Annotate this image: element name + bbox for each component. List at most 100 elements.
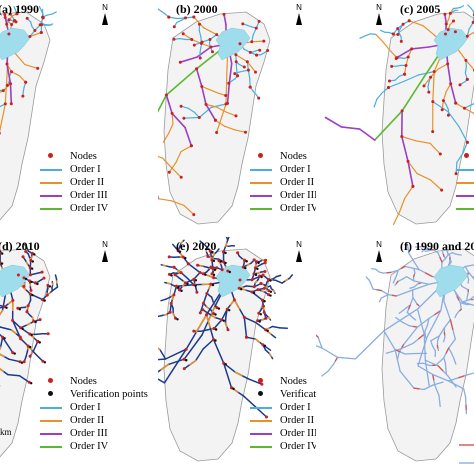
river-segment [199, 302, 205, 314]
river-segment [408, 252, 415, 263]
map-panel-1990: (a) 1990 N Nodes Order I Order II Order III… [0, 0, 158, 237]
river-node [263, 270, 267, 273]
river-node [28, 273, 32, 277]
river-node [28, 35, 32, 38]
river-segment [13, 6, 16, 10]
river-node [198, 311, 202, 315]
river-segment [430, 335, 440, 342]
river-node [387, 86, 390, 89]
river-node [167, 272, 171, 276]
river-node [8, 12, 12, 16]
verification-point [0, 262, 4, 265]
river-segment [470, 7, 474, 12]
reservoir-lake [433, 264, 469, 298]
river-change-segment [432, 373, 435, 381]
verification-point [170, 274, 173, 277]
river-segment [164, 348, 187, 360]
river-segment [448, 338, 456, 349]
river-segment [442, 336, 446, 343]
river-node [227, 81, 231, 85]
river-node [399, 39, 403, 43]
river-node [15, 12, 19, 16]
verification-point [211, 250, 214, 254]
river-segment [387, 80, 405, 89]
river-node [234, 60, 238, 64]
river-segment [365, 276, 371, 282]
river-node [21, 94, 25, 98]
river-segment [407, 160, 414, 188]
river-node [212, 327, 216, 330]
river-node [429, 75, 433, 79]
river-segment [251, 40, 265, 43]
river-segment [465, 59, 474, 71]
verification-point [224, 251, 227, 255]
legend-dot-icon [48, 378, 53, 383]
verification-point [269, 290, 273, 293]
river-node [452, 19, 455, 23]
verification-point [24, 277, 28, 281]
river-node [39, 31, 43, 34]
river-node [172, 37, 176, 41]
river-node [192, 277, 196, 281]
river-node [259, 282, 263, 285]
river-change-segment [449, 319, 454, 331]
river-node [16, 306, 20, 310]
river-segment [434, 384, 440, 397]
river-node [201, 308, 205, 312]
river-node [198, 56, 202, 60]
verification-point [263, 344, 267, 347]
verification-point [31, 293, 34, 297]
river-change-segment [416, 303, 420, 306]
river-segment [378, 297, 382, 303]
river-segment [445, 367, 447, 375]
verification-point [31, 267, 34, 270]
legend-line-icon [40, 208, 62, 210]
river-node [210, 258, 214, 262]
legend-label: Order I [70, 402, 101, 413]
river-segment [426, 317, 430, 326]
north-arrow-icon: N [372, 240, 386, 262]
verification-point [260, 275, 263, 279]
river-node [184, 347, 188, 351]
river-node [11, 351, 15, 355]
river-node [258, 274, 262, 278]
river-segment [453, 357, 457, 365]
river-node [465, 34, 469, 38]
river-segment [421, 249, 425, 253]
river-segment-highlight [211, 314, 216, 319]
river-node [189, 144, 193, 148]
river-node [7, 18, 11, 22]
river-node [446, 62, 450, 66]
river-segment [424, 359, 430, 387]
river-segment [455, 161, 458, 175]
river-node [204, 102, 208, 106]
river-segment [432, 100, 449, 113]
map-2010-svg [0, 242, 59, 458]
river-segment [396, 48, 413, 59]
river-segment [158, 198, 172, 202]
river-node [38, 318, 42, 322]
verification-point [266, 329, 269, 333]
river-node [255, 260, 258, 264]
river-segment [395, 289, 414, 297]
river-node [210, 272, 214, 276]
river-node [263, 261, 267, 265]
river-segment [368, 279, 372, 286]
river-node [3, 102, 7, 106]
river-segment-highlight [268, 353, 272, 357]
river-segment [260, 52, 265, 56]
legend-line-icon [456, 195, 474, 197]
river-segment [158, 314, 163, 318]
river-segment [412, 280, 422, 284]
river-segment [0, 333, 4, 339]
river-segment [29, 31, 42, 38]
river-segment [321, 370, 330, 377]
river-node [248, 85, 252, 89]
river-segment [431, 345, 437, 352]
river-node [192, 15, 196, 19]
verification-point [30, 333, 33, 337]
river-segment-highlight [0, 346, 2, 351]
river-segment [433, 249, 439, 254]
river-node [230, 386, 233, 390]
